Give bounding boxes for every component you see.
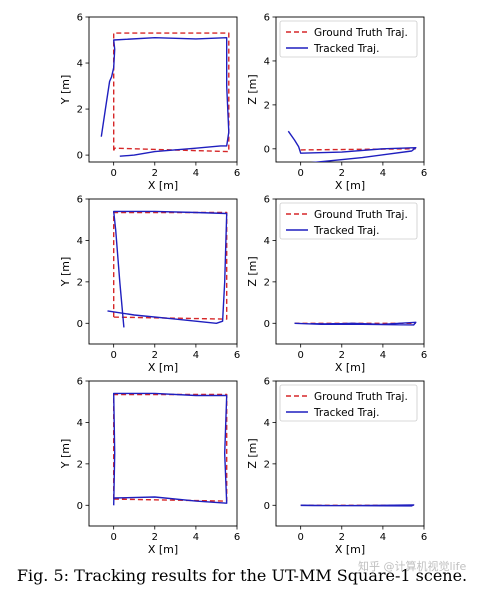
legend-box bbox=[279, 202, 418, 240]
y-tick-label: 4 bbox=[77, 418, 83, 429]
y-tick-label: 2 bbox=[264, 459, 270, 470]
x-tick-label: 4 bbox=[380, 532, 386, 543]
y-tick-label: 6 bbox=[264, 13, 270, 24]
x-tick-label: 2 bbox=[152, 350, 158, 361]
y-tick-label: 0 bbox=[77, 501, 83, 512]
y-tick-label: 4 bbox=[264, 56, 270, 67]
x-tick-label: 0 bbox=[297, 350, 303, 361]
legend-entry: Tracked Traj. bbox=[313, 225, 379, 237]
x-tick-label: 6 bbox=[234, 532, 240, 543]
y-tick-label: 0 bbox=[77, 319, 83, 330]
axes-frame bbox=[88, 380, 238, 527]
subplot-r1-c2: 0 2 4 6 0 2 4 6 X [m] Z [m] Ground Truth Traj. Trac… bbox=[246, 13, 427, 193]
y-tick-label: 2 bbox=[264, 277, 270, 288]
x-tick-label: 2 bbox=[152, 168, 158, 179]
y-tick-label: 6 bbox=[264, 195, 270, 206]
subplot-r2-c1: 0 2 4 6 0 2 4 6 X [m] Y [m] bbox=[59, 195, 240, 375]
x-tick-label: 4 bbox=[193, 350, 199, 361]
tracked-trajectory bbox=[294, 321, 417, 326]
y-axis-label: Y [m] bbox=[59, 439, 72, 470]
y-tick-label: 0 bbox=[264, 501, 270, 512]
tracked-trajectory bbox=[112, 392, 228, 506]
y-axis-label: Y [m] bbox=[59, 75, 72, 106]
x-tick-label: 6 bbox=[234, 350, 240, 361]
x-tick-label: 4 bbox=[193, 532, 199, 543]
y-axis-label: Z [m] bbox=[246, 74, 259, 104]
axes-frame bbox=[275, 198, 425, 345]
y-tick-label: 2 bbox=[77, 277, 83, 288]
x-tick-label: 4 bbox=[193, 168, 199, 179]
axes-frame bbox=[88, 16, 238, 163]
legend-box bbox=[279, 384, 418, 422]
x-tick-label: 0 bbox=[297, 532, 303, 543]
y-tick-label: 0 bbox=[264, 144, 270, 155]
axes-frame bbox=[275, 380, 425, 527]
ground-truth-trajectory bbox=[112, 211, 228, 320]
x-tick-label: 0 bbox=[110, 350, 116, 361]
ground-truth-trajectory bbox=[300, 148, 416, 151]
subplot-r1-c1: 0 2 4 6 0 2 4 6 X [m] Y [m] bbox=[59, 13, 240, 193]
subplot-r3-c1: 0 2 4 6 0 2 4 6 X [m] Y [m] bbox=[59, 377, 240, 557]
legend-box bbox=[279, 20, 418, 58]
x-tick-label: 0 bbox=[110, 168, 116, 179]
axes-frame bbox=[88, 198, 238, 345]
y-tick-label: 6 bbox=[77, 195, 83, 206]
y-tick-label: 4 bbox=[264, 418, 270, 429]
x-tick-label: 6 bbox=[421, 532, 427, 543]
y-tick-label: 0 bbox=[77, 151, 83, 162]
y-tick-label: 2 bbox=[77, 459, 83, 470]
x-tick-label: 6 bbox=[421, 350, 427, 361]
x-tick-label: 2 bbox=[339, 168, 345, 179]
x-axis-label: X [m] bbox=[148, 179, 178, 192]
legend-entry: Tracked Traj. bbox=[313, 43, 379, 55]
x-tick-label: 6 bbox=[234, 168, 240, 179]
y-tick-label: 6 bbox=[77, 13, 83, 24]
x-axis-label: X [m] bbox=[335, 361, 365, 374]
x-axis-label: X [m] bbox=[335, 543, 365, 556]
x-tick-label: 2 bbox=[152, 532, 158, 543]
watermark-text: 知乎 @计算机视觉life bbox=[358, 560, 467, 573]
figure-caption: Fig. 5: Tracking results for the UT-MM S… bbox=[16, 566, 468, 585]
tracked-trajectory bbox=[300, 504, 415, 507]
x-axis-label: X [m] bbox=[148, 361, 178, 374]
legend-entry: Tracked Traj. bbox=[313, 407, 379, 419]
y-tick-label: 4 bbox=[77, 236, 83, 247]
legend-entry: Ground Truth Traj. bbox=[314, 27, 408, 39]
x-axis-label: X [m] bbox=[335, 179, 365, 192]
x-tick-label: 4 bbox=[380, 350, 386, 361]
y-axis-label: Z [m] bbox=[246, 256, 259, 286]
tracked-trajectory bbox=[100, 37, 230, 157]
y-tick-label: 6 bbox=[264, 377, 270, 388]
y-tick-label: 2 bbox=[264, 100, 270, 111]
x-tick-label: 0 bbox=[297, 168, 303, 179]
y-axis-label: Z [m] bbox=[246, 438, 259, 468]
x-tick-label: 2 bbox=[339, 350, 345, 361]
subplot-r3-c2: 0 2 4 6 0 2 4 6 X [m] Z [m] Ground Truth Traj. Trac… bbox=[246, 377, 427, 557]
axes-frame bbox=[275, 16, 425, 163]
x-tick-label: 0 bbox=[110, 532, 116, 543]
tracked-trajectory bbox=[107, 210, 228, 328]
legend-entry: Ground Truth Traj. bbox=[314, 391, 408, 403]
tracked-trajectory bbox=[287, 130, 417, 162]
ground-truth-trajectory bbox=[112, 393, 228, 502]
y-tick-label: 4 bbox=[77, 59, 83, 70]
legend-entry: Ground Truth Traj. bbox=[314, 209, 408, 221]
y-tick-label: 4 bbox=[264, 236, 270, 247]
y-tick-label: 6 bbox=[77, 377, 83, 388]
x-axis-label: X [m] bbox=[148, 543, 178, 556]
ground-truth-trajectory bbox=[112, 32, 230, 153]
y-axis-label: Y [m] bbox=[59, 257, 72, 288]
x-tick-label: 2 bbox=[339, 532, 345, 543]
x-tick-label: 4 bbox=[380, 168, 386, 179]
subplot-r2-c2: 0 2 4 6 0 2 4 6 X [m] Z [m] Ground Truth Traj. Trac… bbox=[246, 195, 427, 375]
x-tick-label: 6 bbox=[421, 168, 427, 179]
y-tick-label: 2 bbox=[77, 105, 83, 116]
y-tick-label: 0 bbox=[264, 319, 270, 330]
